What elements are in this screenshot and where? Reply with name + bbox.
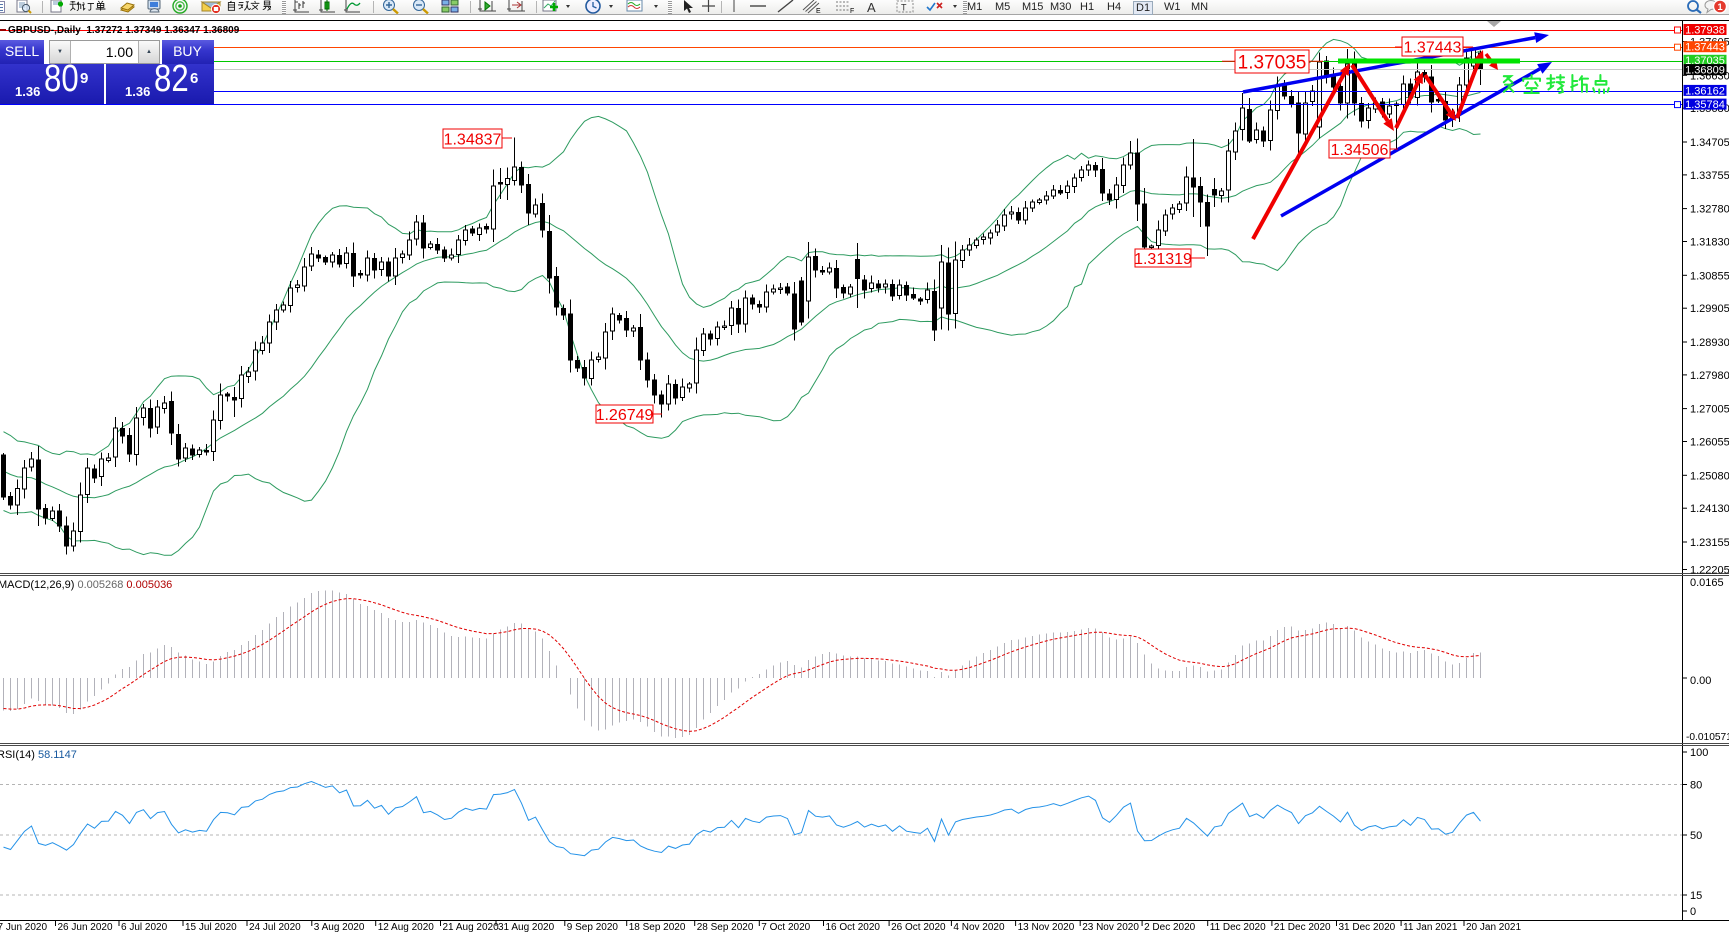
svg-text:0.0165: 0.0165 (1690, 577, 1724, 589)
svg-text:1.31830: 1.31830 (1690, 237, 1729, 249)
svg-text:1.34837: 1.34837 (444, 131, 502, 148)
svg-text:23 Nov 2020: 23 Nov 2020 (1082, 922, 1139, 933)
svg-text:1.37443: 1.37443 (1404, 39, 1462, 56)
svg-text:F: F (850, 8, 854, 14)
svg-text:1.28930: 1.28930 (1690, 337, 1729, 349)
svg-text:1.36809: 1.36809 (1685, 65, 1725, 77)
svg-text:4 Nov 2020: 4 Nov 2020 (953, 922, 1005, 933)
svg-text:RSI(14) 58.1147: RSI(14) 58.1147 (0, 749, 77, 761)
svg-text:1.30855: 1.30855 (1690, 270, 1729, 282)
svg-text:26 Oct 2020: 26 Oct 2020 (891, 922, 946, 933)
svg-text:0.00: 0.00 (1690, 675, 1711, 687)
svg-text:0: 0 (1690, 906, 1696, 918)
svg-text:16 Oct 2020: 16 Oct 2020 (826, 922, 881, 933)
svg-text:1.33755: 1.33755 (1690, 170, 1729, 182)
svg-text:1.22205: 1.22205 (1690, 565, 1729, 577)
svg-text:21 Dec 2020: 21 Dec 2020 (1274, 922, 1331, 933)
svg-text:12 Aug 2020: 12 Aug 2020 (378, 922, 435, 933)
svg-text:100: 100 (1690, 747, 1708, 759)
svg-text:21 Aug 2020: 21 Aug 2020 (443, 922, 500, 933)
svg-text:1.31319: 1.31319 (1134, 251, 1192, 268)
svg-text:-0.010571: -0.010571 (1686, 732, 1729, 743)
svg-text:6 Jul 2020: 6 Jul 2020 (121, 922, 168, 933)
svg-text:24 Jul 2020: 24 Jul 2020 (249, 922, 301, 933)
svg-text:1.26055: 1.26055 (1690, 437, 1729, 449)
svg-text:9 Sep 2020: 9 Sep 2020 (567, 922, 619, 933)
svg-text:15 Jul 2020: 15 Jul 2020 (185, 922, 237, 933)
svg-text:1.27980: 1.27980 (1690, 370, 1729, 382)
svg-text:1.36162: 1.36162 (1685, 85, 1725, 97)
svg-text:11 Jan 2021: 11 Jan 2021 (1403, 922, 1458, 933)
svg-text:1: 1 (1717, 2, 1723, 13)
svg-text:18 Sep 2020: 18 Sep 2020 (629, 922, 686, 933)
svg-text:1.23155: 1.23155 (1690, 537, 1729, 549)
svg-text:1.34506: 1.34506 (1331, 142, 1389, 159)
svg-text:MACD(12,26,9) 0.005268 0.00503: MACD(12,26,9) 0.005268 0.005036 (0, 579, 172, 591)
svg-text:2 Dec 2020: 2 Dec 2020 (1144, 922, 1196, 933)
svg-text:1.35784: 1.35784 (1685, 99, 1725, 111)
svg-text:1.25080: 1.25080 (1690, 470, 1729, 482)
svg-text:T: T (901, 3, 907, 13)
svg-text:1.32780: 1.32780 (1690, 204, 1729, 216)
svg-text:26 Jun 2020: 26 Jun 2020 (58, 922, 113, 933)
svg-text:GBPUSD-,Daily 1.37272 1.37349: GBPUSD-,Daily 1.37272 1.37349 1.36347 1.… (8, 25, 240, 36)
svg-text:E: E (816, 8, 821, 14)
svg-text:28 Sep 2020: 28 Sep 2020 (697, 922, 754, 933)
svg-text:1.37938: 1.37938 (1685, 24, 1725, 36)
svg-text:15: 15 (1690, 890, 1702, 902)
svg-text:1.37035: 1.37035 (1238, 52, 1307, 73)
svg-text:1.27005: 1.27005 (1690, 404, 1729, 416)
svg-text:31 Dec 2020: 31 Dec 2020 (1339, 922, 1396, 933)
svg-text:1.37443: 1.37443 (1685, 42, 1725, 54)
svg-text:50: 50 (1690, 830, 1702, 842)
svg-text:80: 80 (1690, 780, 1702, 792)
svg-text:20 Jan 2021: 20 Jan 2021 (1466, 922, 1521, 933)
svg-text:31 Aug 2020: 31 Aug 2020 (498, 922, 555, 933)
svg-text:7 Oct 2020: 7 Oct 2020 (761, 922, 810, 933)
svg-text:1.29905: 1.29905 (1690, 303, 1729, 315)
svg-text:11 Dec 2020: 11 Dec 2020 (1210, 922, 1266, 933)
svg-text:1.34705: 1.34705 (1690, 137, 1729, 149)
svg-text:13 Nov 2020: 13 Nov 2020 (1018, 922, 1075, 933)
svg-text:1.26749: 1.26749 (596, 407, 654, 424)
svg-text:1.24130: 1.24130 (1690, 503, 1729, 515)
svg-text:17 Jun 2020: 17 Jun 2020 (0, 922, 47, 933)
svg-text:3 Aug 2020: 3 Aug 2020 (314, 922, 365, 933)
